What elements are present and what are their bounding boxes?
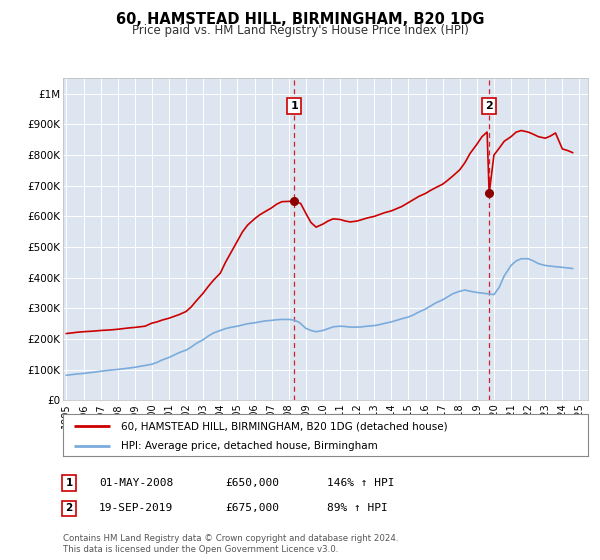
Text: 2: 2	[65, 503, 73, 514]
Text: 2: 2	[485, 101, 493, 111]
Text: 89% ↑ HPI: 89% ↑ HPI	[327, 503, 388, 514]
Text: 1: 1	[65, 478, 73, 488]
Text: 146% ↑ HPI: 146% ↑ HPI	[327, 478, 395, 488]
Text: This data is licensed under the Open Government Licence v3.0.: This data is licensed under the Open Gov…	[63, 545, 338, 554]
Text: 1: 1	[290, 101, 298, 111]
Text: £675,000: £675,000	[225, 503, 279, 514]
Text: 60, HAMSTEAD HILL, BIRMINGHAM, B20 1DG (detached house): 60, HAMSTEAD HILL, BIRMINGHAM, B20 1DG (…	[121, 421, 448, 431]
Text: 19-SEP-2019: 19-SEP-2019	[99, 503, 173, 514]
Text: £650,000: £650,000	[225, 478, 279, 488]
Text: 01-MAY-2008: 01-MAY-2008	[99, 478, 173, 488]
Text: 60, HAMSTEAD HILL, BIRMINGHAM, B20 1DG: 60, HAMSTEAD HILL, BIRMINGHAM, B20 1DG	[116, 12, 484, 27]
Text: Price paid vs. HM Land Registry's House Price Index (HPI): Price paid vs. HM Land Registry's House …	[131, 24, 469, 36]
Text: HPI: Average price, detached house, Birmingham: HPI: Average price, detached house, Birm…	[121, 441, 377, 451]
Text: Contains HM Land Registry data © Crown copyright and database right 2024.: Contains HM Land Registry data © Crown c…	[63, 534, 398, 543]
